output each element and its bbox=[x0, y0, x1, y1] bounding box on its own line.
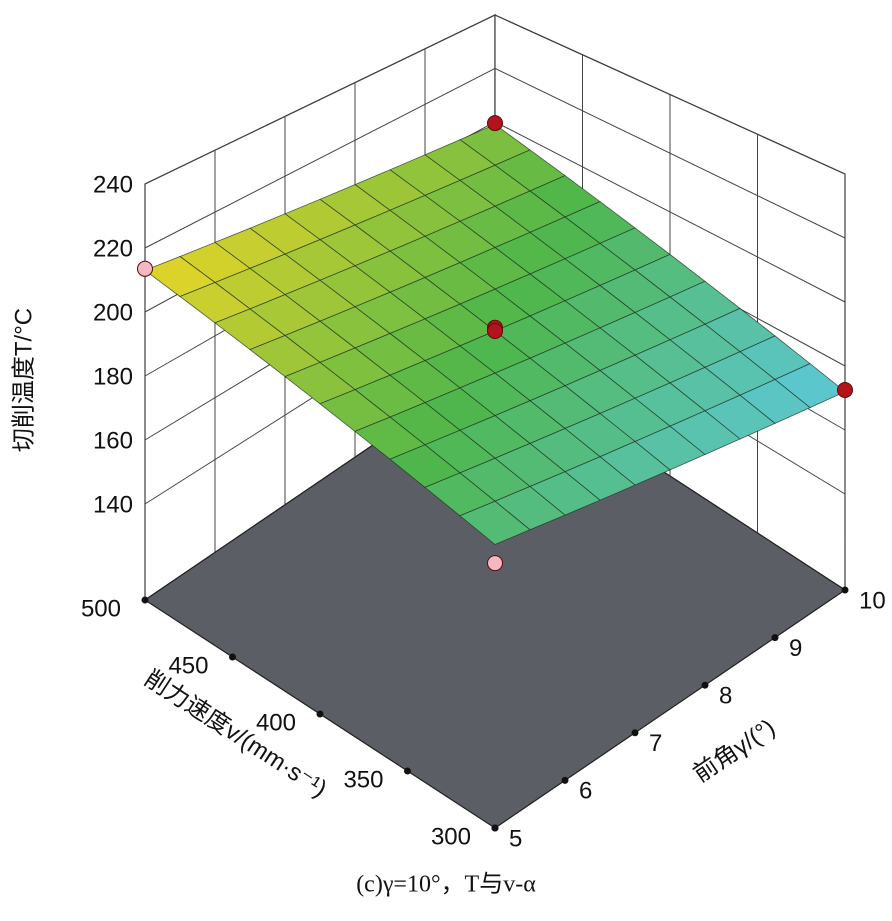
z-tick-label: 220 bbox=[93, 235, 133, 262]
z-tick-label: 160 bbox=[93, 427, 133, 454]
data-point bbox=[837, 382, 853, 398]
y-tick-label: 8 bbox=[719, 683, 732, 710]
y-tick-label: 7 bbox=[649, 730, 662, 757]
points bbox=[137, 115, 853, 572]
z-tick-label: 180 bbox=[93, 363, 133, 390]
z-tick-label: 140 bbox=[93, 491, 133, 518]
y-tick-label: 9 bbox=[789, 635, 802, 662]
tick-mark bbox=[141, 596, 149, 604]
data-point bbox=[487, 323, 503, 339]
grid-line bbox=[144, 67, 846, 249]
tick-mark bbox=[631, 729, 639, 737]
tick-mark bbox=[404, 767, 411, 775]
x-tick-label: 350 bbox=[343, 766, 383, 793]
tick-mark bbox=[841, 586, 849, 594]
data-point bbox=[487, 555, 503, 572]
surface bbox=[144, 123, 846, 545]
y-tick-label: 6 bbox=[579, 778, 592, 805]
tick-mark bbox=[316, 710, 324, 718]
tick-mark bbox=[229, 653, 236, 661]
labels: 140 160 180 200 220 240 300 350 400 450 500 5 6 7 8 9 10 bbox=[81, 171, 886, 852]
x-tick-label: 300 bbox=[431, 823, 471, 850]
caption: (c)γ=10°，T与v-α bbox=[356, 872, 536, 898]
z-axis-label: 切削温度T/°C bbox=[10, 308, 37, 452]
y-axis-label: 前角γ/(°) bbox=[689, 714, 781, 788]
tick-mark bbox=[491, 824, 499, 832]
y-tick-label: 10 bbox=[859, 587, 886, 614]
grid-line bbox=[144, 14, 846, 185]
x-tick-label: 500 bbox=[81, 595, 121, 622]
x-tick-label: 400 bbox=[256, 709, 296, 736]
y-tick-label: 5 bbox=[509, 825, 522, 852]
x-tick-label: 450 bbox=[168, 652, 208, 679]
tick-mark bbox=[561, 776, 569, 784]
tick-mark bbox=[771, 634, 779, 642]
data-point bbox=[137, 260, 153, 277]
data-point bbox=[487, 115, 503, 132]
z-tick-label: 200 bbox=[93, 299, 133, 326]
z-tick-label: 240 bbox=[93, 171, 133, 198]
surface-cell bbox=[459, 500, 531, 545]
tick-mark bbox=[701, 681, 709, 689]
